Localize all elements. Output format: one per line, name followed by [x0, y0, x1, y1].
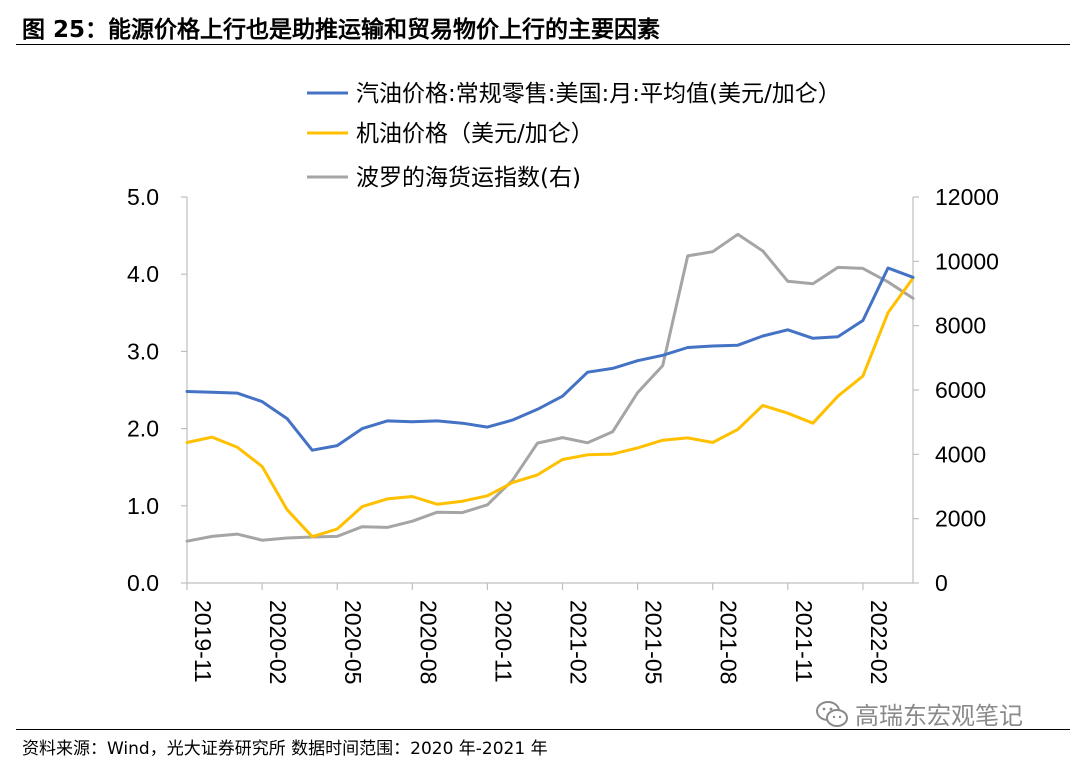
legend-label-baltic-index: 波罗的海货运指数(右): [356, 165, 581, 191]
y-tick-label-right: 0: [935, 570, 948, 596]
y-tick-label-right: 10000: [935, 248, 999, 274]
wechat-icon: [816, 700, 848, 727]
x-tick-label: 2021-08: [716, 600, 742, 684]
series-line-2: [185, 232, 915, 543]
source-note: 资料来源：Wind，光大证券研究所 数据时间范围：2020 年-2021 年: [22, 739, 548, 759]
legend-item-heating-oil: 机油价格（美元/加仑）: [307, 121, 594, 147]
x-tick-label: 2022-02: [866, 600, 892, 684]
legend-item-gasoline: 汽油价格:常规零售:美国:月:平均值(美元/加仑）: [307, 81, 841, 107]
series-layer: [185, 232, 915, 543]
y-tick-label-left: 4.0: [127, 261, 159, 287]
y-tick-label-right: 4000: [935, 441, 986, 467]
x-tick-label: 2019-11: [190, 600, 216, 683]
x-tick-label: 2021-02: [566, 600, 592, 684]
line-chart: 汽油价格:常规零售:美国:月:平均值(美元/加仑） 机油价格（美元/加仑） 波罗…: [127, 81, 999, 684]
chart-title: 图 25：能源价格上行也是助推运输和贸易物价上行的主要因素: [22, 17, 661, 43]
y-tick-label-right: 6000: [935, 377, 986, 403]
title-divider: [16, 44, 1070, 45]
y-tick-label-left: 5.0: [127, 184, 159, 210]
x-tick-label: 2021-05: [641, 600, 667, 684]
y-tick-label-left: 1.0: [127, 493, 159, 519]
y-tick-label-right: 2000: [935, 506, 986, 532]
axes: 0.0 1.0 2.0 3.0 4.0 5.0 0 2000 4000 6000 8000 10000…: [127, 184, 999, 684]
watermark-text: 高瑞东宏观笔记: [855, 702, 1023, 730]
x-tick-label: 2020-08: [415, 600, 441, 684]
series-line-1: [185, 276, 915, 539]
y-tick-label-right: 8000: [935, 313, 986, 339]
y-tick-label-right: 12000: [935, 184, 999, 210]
series-line-0: [185, 266, 915, 452]
x-tick-label: 2020-02: [265, 600, 291, 684]
x-tick-label: 2021-11: [791, 600, 817, 683]
y-tick-label-left: 0.0: [127, 570, 159, 596]
legend-label-heating-oil: 机油价格（美元/加仑）: [356, 121, 594, 147]
watermark: 高瑞东宏观笔记: [815, 696, 1023, 731]
x-tick-label: 2020-05: [340, 600, 366, 684]
legend-label-gasoline: 汽油价格:常规零售:美国:月:平均值(美元/加仑）: [356, 81, 841, 107]
legend: 汽油价格:常规零售:美国:月:平均值(美元/加仑） 机油价格（美元/加仑） 波罗…: [307, 81, 841, 191]
legend-item-baltic-index: 波罗的海货运指数(右): [307, 165, 581, 191]
y-tick-label-left: 3.0: [127, 338, 159, 364]
x-tick-label: 2020-11: [490, 600, 516, 683]
y-tick-label-left: 2.0: [127, 416, 159, 442]
source-divider: [16, 729, 1070, 730]
